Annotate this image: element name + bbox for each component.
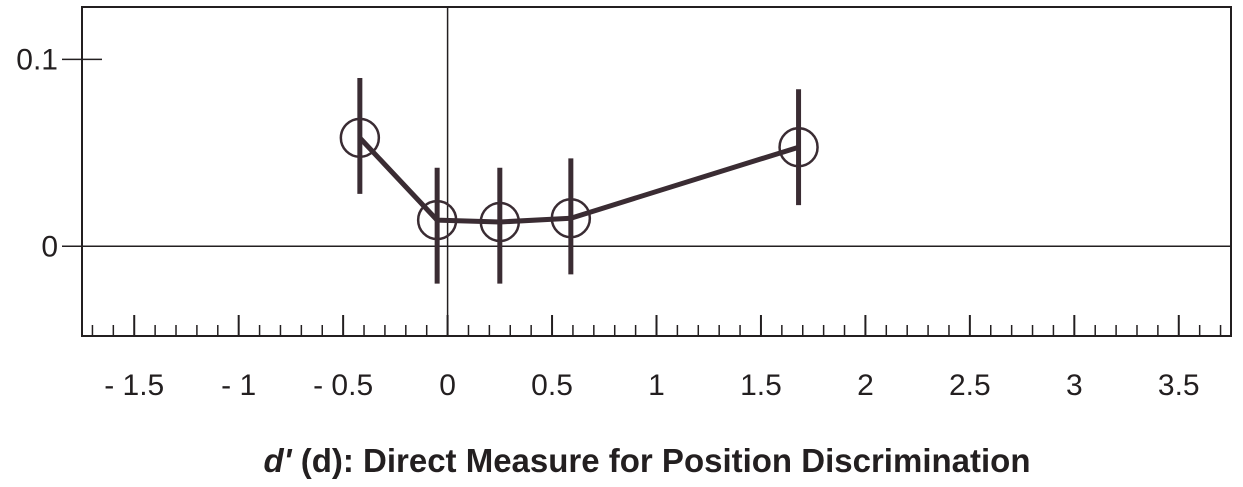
x-ticks: - 1.5 - 1 - 0.5 0 0.5 1 1.5 2 2.5 3 3.5 [104,315,1200,402]
x-axis-title-text: (d): Direct Measure for Position Discrim… [292,442,1031,479]
x-tick-label: - 1 [221,369,256,402]
x-tick-label: 1 [648,369,665,402]
data-point [479,201,521,243]
data-point [550,197,592,239]
x-tick-label: - 0.5 [313,369,373,402]
x-tick-label: 0 [439,369,456,402]
minor-ticks [91,325,1222,336]
x-axis-title-symbol: d' [264,442,293,479]
data-point [339,117,381,159]
y-ticks: 00.1 [16,43,102,263]
series-line [357,136,800,225]
x-axis-title: d' (d): Direct Measure for Position Disc… [264,442,1031,479]
x-tick-label: 2 [857,369,874,402]
x-tick-label: 3.5 [1158,369,1200,402]
y-tick-label: 0 [41,230,58,263]
plot-border [81,6,1232,337]
data-point [778,126,819,168]
plot-frame [81,6,1232,337]
data-point [416,199,458,241]
y-tick-label: 0.1 [16,43,58,76]
x-tick-label: 0.5 [531,369,573,402]
data-series [339,78,819,284]
x-tick-label: 1.5 [740,369,782,402]
x-tick-label: - 1.5 [104,369,164,402]
x-tick-label: 2.5 [949,369,991,402]
x-tick-label: 3 [1066,369,1083,402]
